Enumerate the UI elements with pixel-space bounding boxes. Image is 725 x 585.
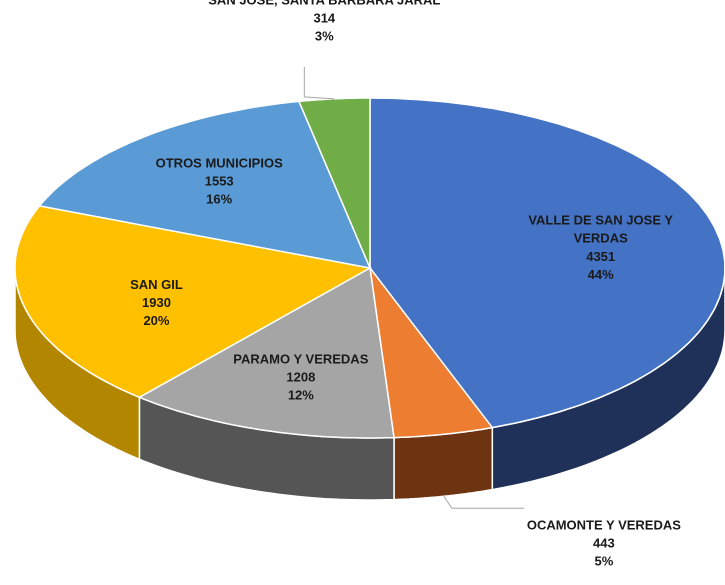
slice-side: [393, 426, 494, 501]
category-label: SAN GIL: [130, 277, 183, 292]
category-label: VALLE DE SAN JOSE Y VERDAS: [528, 213, 673, 246]
category-label: SAN JOSE, SANTA BARBARA JARAL: [208, 0, 440, 7]
category-label-line: VALLE DE SAN JOSE Y: [528, 213, 673, 228]
percent-label: 3%: [315, 28, 334, 43]
slice: [14, 205, 373, 399]
percent-label: 20%: [143, 313, 169, 328]
value-label: 1553: [205, 174, 234, 189]
value-label: 1930: [142, 295, 171, 310]
category-label-line: VERDAS: [574, 231, 629, 246]
slice: [368, 265, 494, 439]
slice: [369, 97, 725, 429]
leader-line: [303, 66, 335, 100]
value-label: 4351: [586, 249, 615, 264]
percent-label: 16%: [206, 192, 232, 207]
percent-label: 12%: [288, 387, 314, 402]
category-label: OTROS MUNICIPIOS: [156, 156, 283, 171]
value-label: 314: [313, 10, 335, 25]
category-label: OCAMONTE Y VEREDAS: [527, 518, 681, 533]
slice: [38, 100, 372, 269]
slice: [137, 266, 395, 439]
percent-label: 44%: [588, 267, 614, 282]
category-label: PARAMO Y VEREDAS: [233, 351, 368, 366]
value-label: 443: [593, 536, 615, 551]
leader-line: [443, 495, 524, 509]
percent-label: 5%: [594, 554, 613, 569]
value-label: 1208: [286, 369, 315, 384]
